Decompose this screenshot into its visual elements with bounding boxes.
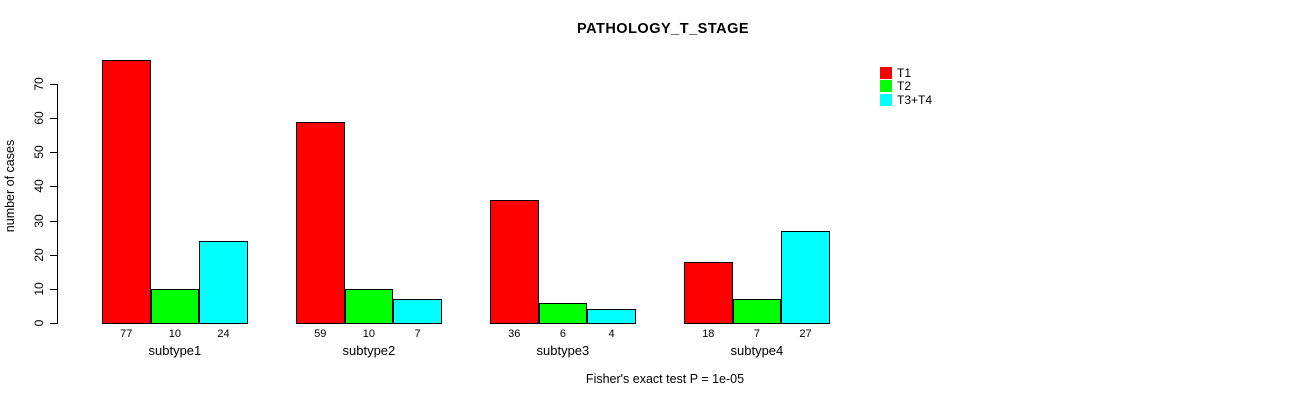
y-tick-label: 0 [32,319,46,327]
legend-swatch-icon [880,66,892,79]
y-axis-label: number of cases [3,139,17,233]
category-label-subtype3: subtype3 [536,343,590,358]
chart-title: PATHOLOGY_T_STAGE [576,21,750,37]
bar-value-label: 6 [559,328,566,340]
legend-row-T1: T1 [880,66,932,80]
y-tick-mark [50,84,57,85]
bar-value-label: 7 [753,328,760,340]
y-tick-mark [50,288,57,290]
bar-T2-subtype3 [538,302,588,324]
y-tick-mark [50,186,57,188]
bar-value-label: 36 [508,328,521,340]
y-tick-mark [50,220,57,222]
y-tick-mark [50,152,57,154]
bar-T3+T4-subtype2 [393,299,442,324]
y-tick-label: 60 [32,111,46,125]
bar-T1-subtype2 [296,121,345,324]
y-tick-label: 50 [32,145,46,159]
bar-T3+T4-subtype4 [781,230,830,324]
y-tick-label: 70 [32,77,46,91]
category-label-subtype2: subtype2 [342,343,396,358]
y-tick-label: 10 [32,282,46,296]
bar-T2-subtype4 [732,299,782,324]
bar-T1-subtype1 [102,60,151,324]
y-tick-label: 40 [32,179,46,194]
bar-value-label: 59 [314,328,327,340]
bar-value-label: 7 [414,328,421,340]
y-tick-label: 20 [32,248,46,262]
bar-T1-subtype4 [684,261,733,324]
legend-label: T3+T4 [897,92,933,107]
bar-T1-subtype3 [490,200,539,324]
legend-label: T2 [897,79,912,94]
legend-swatch-icon [880,93,892,106]
annotation-text: Fisher's exact test P = 1e-05 [585,372,745,386]
y-axis-line [57,84,58,324]
y-tick-label: 30 [32,213,46,228]
bar-T3+T4-subtype3 [587,309,636,324]
bar-value-label: 24 [217,328,230,340]
legend-label: T1 [897,65,912,80]
legend-row-T3+T4: T3+T4 [880,93,932,107]
y-tick-mark [50,254,57,256]
bar-value-label: 77 [120,328,133,340]
legend-swatch-icon [880,80,892,93]
bar-value-label: 10 [168,328,182,340]
bar-value-label: 18 [702,328,715,340]
y-tick-mark [50,323,57,324]
bar-value-label: 10 [362,328,376,340]
category-label-subtype4: subtype4 [730,343,784,358]
bar-value-label: 4 [608,328,615,340]
bar-T2-subtype2 [344,288,394,324]
legend: T1 T2 T3+T4 [880,66,932,107]
bar-T3+T4-subtype1 [199,241,248,324]
category-label-subtype1: subtype1 [148,343,202,358]
legend-row-T2: T2 [880,79,932,94]
y-tick-mark [50,118,57,120]
bar-value-label: 27 [799,328,812,340]
bar-T2-subtype1 [150,288,200,324]
